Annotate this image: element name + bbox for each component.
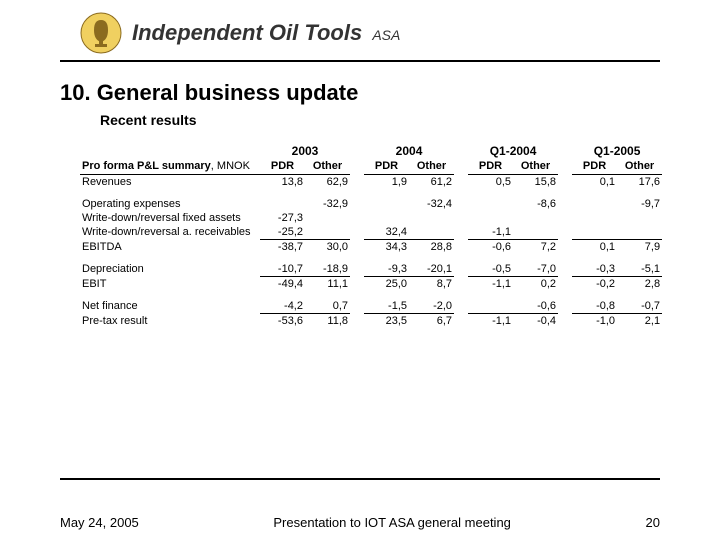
table-row: EBIT-49,411,125,08,7-1,10,2-0,22,8 bbox=[80, 277, 662, 292]
sub-header-row: Pro forma P&L summary, MNOK PDR Other PD… bbox=[80, 160, 662, 175]
period-2003: 2003 bbox=[260, 144, 350, 160]
summary-label: Pro forma P&L summary bbox=[82, 160, 211, 172]
table-row bbox=[80, 189, 662, 197]
company-name-text: Independent Oil Tools bbox=[132, 20, 362, 45]
table-row: Write-down/reversal fixed assets-27,3 bbox=[80, 211, 662, 225]
footer-center: Presentation to IOT ASA general meeting bbox=[139, 515, 646, 530]
period-2004: 2004 bbox=[364, 144, 454, 160]
table-row: EBITDA-38,730,034,328,8-0,67,20,17,9 bbox=[80, 240, 662, 255]
table-row: Net finance-4,20,7-1,5-2,0-0,6-0,8-0,7 bbox=[80, 299, 662, 314]
sub-pdr: PDR bbox=[260, 160, 305, 175]
period-q1-2005: Q1-2005 bbox=[572, 144, 662, 160]
table-row: Revenues13,862,91,961,20,515,80,117,6 bbox=[80, 175, 662, 190]
company-name: Independent Oil Tools ASA bbox=[132, 20, 400, 46]
table-row bbox=[80, 254, 662, 262]
slide-title: 10. General business update bbox=[60, 80, 720, 106]
period-q1-2004: Q1-2004 bbox=[468, 144, 558, 160]
company-suffix: ASA bbox=[372, 27, 400, 43]
period-header-row: 2003 2004 Q1-2004 Q1-2005 bbox=[80, 144, 662, 160]
header: Independent Oil Tools ASA bbox=[60, 0, 660, 62]
table-row: Depreciation-10,7-18,9-9,3-20,1-0,5-7,0-… bbox=[80, 262, 662, 277]
table-row: Operating expenses-32,9-32,4-8,6-9,7 bbox=[80, 197, 662, 211]
sub-other: Other bbox=[305, 160, 350, 175]
footer-page: 20 bbox=[646, 515, 660, 530]
footer: May 24, 2005 Presentation to IOT ASA gen… bbox=[0, 515, 720, 530]
table-row: Pre-tax result-53,611,823,56,7-1,1-0,4-1… bbox=[80, 314, 662, 329]
logo-icon bbox=[80, 12, 122, 54]
slide-subtitle: Recent results bbox=[100, 112, 720, 128]
table-row bbox=[80, 291, 662, 299]
footer-divider bbox=[60, 478, 660, 480]
footer-date: May 24, 2005 bbox=[60, 515, 139, 530]
summary-unit: , MNOK bbox=[211, 160, 250, 172]
pnl-table: 2003 2004 Q1-2004 Q1-2005 Pro forma P&L … bbox=[80, 144, 650, 328]
table-row: Write-down/reversal a. receivables-25,23… bbox=[80, 225, 662, 240]
